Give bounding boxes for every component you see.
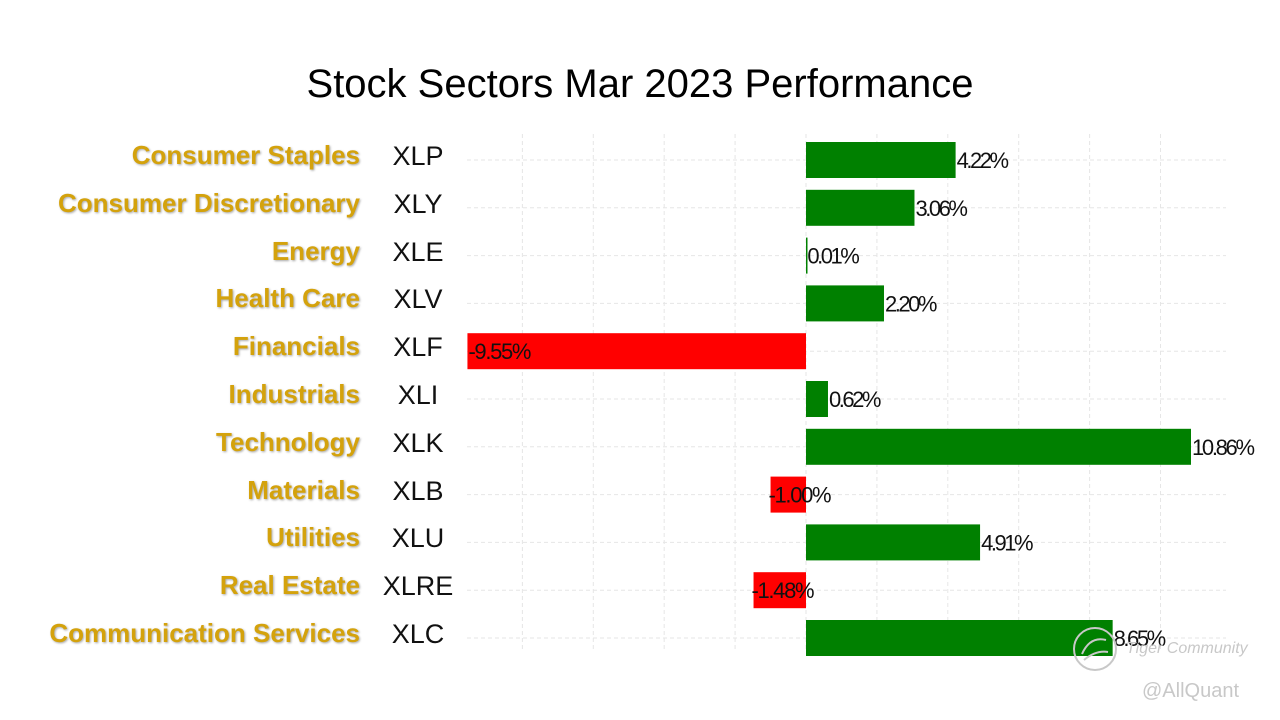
bar-xly (806, 189, 915, 226)
ticker-label: XLV (393, 284, 443, 315)
bar-xlp (806, 142, 956, 178)
sector-name: Financials (232, 331, 360, 362)
value-label-xlc: 8.65% (1114, 626, 1167, 651)
bar-xlre (753, 572, 806, 609)
bar-xlu (806, 524, 981, 561)
sector-name: Materials (247, 474, 360, 505)
sector-name: Energy (271, 235, 360, 266)
sector-name: Health Care (215, 283, 361, 314)
sector-name: Industrials (228, 379, 360, 409)
value-label-xlb: -1.00% (769, 483, 832, 508)
ticker-label: XLB (392, 475, 444, 506)
ticker-label: XLRE (382, 571, 454, 602)
sector-name: Communication Services (49, 618, 360, 648)
value-label-xlre: -1.48% (752, 578, 815, 603)
bar-xli (806, 381, 828, 417)
ticker-label: XLF (393, 332, 443, 363)
ticker-label: XLY (393, 188, 443, 219)
tiger-logo-icon (1073, 627, 1117, 671)
value-label-xli: 0.62% (829, 387, 882, 412)
value-label-xlu: 4.91% (981, 530, 1034, 555)
bar-xlc (806, 620, 1113, 656)
ticker-label: XLU (391, 523, 445, 554)
sector-name: Real Estate (219, 570, 360, 601)
value-label-xlf: -9.55% (468, 339, 531, 364)
sector-name: Utilities (266, 522, 360, 553)
value-label-xly: 3.06% (915, 196, 968, 221)
watermark-credit: @AllQuant (1142, 680, 1240, 702)
value-label-xlk: 10.86% (1192, 435, 1255, 460)
ticker-label: XLC (391, 619, 445, 649)
bar-xlk (806, 428, 1191, 465)
ticker-label: XLK (392, 427, 444, 458)
bar-xlf (467, 333, 806, 370)
chart-title: Stock Sectors Mar 2023 Performance (306, 62, 974, 106)
bar-xlv (806, 285, 884, 322)
watermark-brand: Tiger Community (1126, 640, 1248, 657)
value-label-layer: 4.22% 3.06% 0.01% 2.20% -9.55% 0.62% 10.86% -1.… (468, 148, 1255, 651)
sector-name: Consumer Staples (131, 140, 360, 170)
bar-xle (806, 237, 808, 274)
ticker-label: XLI (397, 380, 439, 410)
ticker-label: XLP (392, 141, 444, 171)
bar-xlb (770, 476, 806, 513)
ticker-label: XLE (392, 236, 444, 267)
sector-name: Technology (216, 426, 360, 457)
bar-layer (467, 142, 1191, 656)
sector-name: Consumer Discretionary (58, 187, 360, 218)
value-label-xlp: 4.22% (957, 148, 1010, 173)
value-label-xlv: 2.20% (885, 291, 938, 316)
value-label-xle: 0.01% (807, 244, 860, 269)
